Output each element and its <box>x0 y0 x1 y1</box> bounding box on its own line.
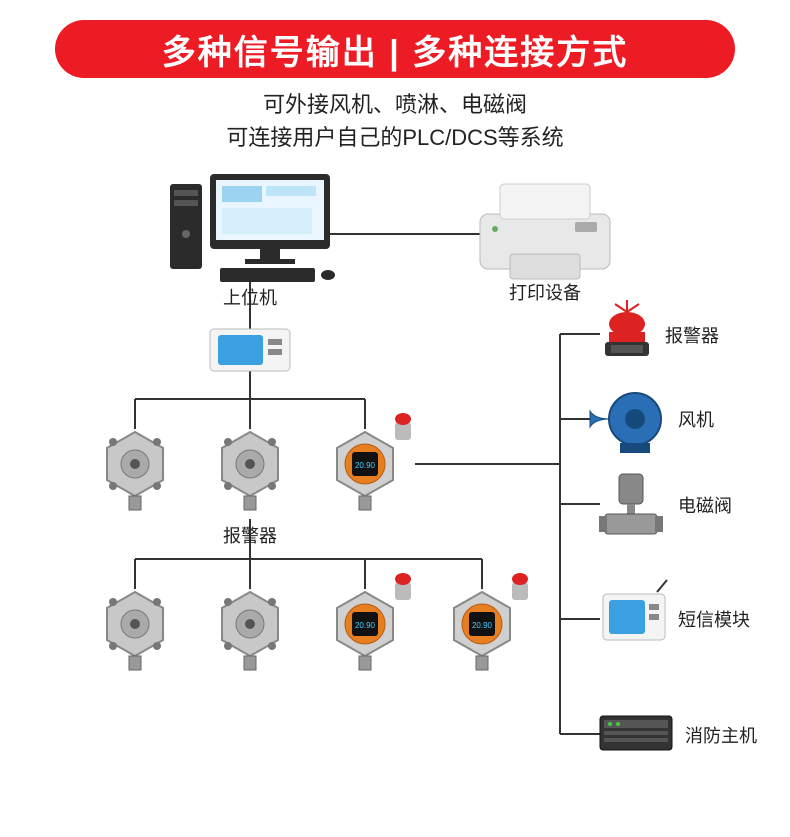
r-sms-icon <box>603 580 667 640</box>
alarm-group-label: 报警器 <box>223 526 277 546</box>
subtitle: 可外接风机、喷淋、电磁阀 可连接用户自己的PLC/DCS等系统 <box>0 88 790 154</box>
r-fire-label: 消防主机 <box>685 726 757 746</box>
r-alarm-icon <box>605 300 649 356</box>
sensor-icon <box>454 573 528 670</box>
printer-label: 打印设备 <box>509 283 581 303</box>
sensor-icon <box>107 592 163 670</box>
r-valve-label: 电磁阀 <box>678 496 732 516</box>
subtitle-line2: 可连接用户自己的PLC/DCS等系统 <box>226 125 563 150</box>
sensor-icon <box>337 413 411 510</box>
r-sms-label: 短信模块 <box>678 610 750 630</box>
host-pc-icon <box>170 174 335 282</box>
host-pc-label: 上位机 <box>223 288 277 308</box>
r-fire-icon <box>600 716 672 750</box>
sensor-icon <box>107 432 163 510</box>
hub-icon <box>210 329 290 371</box>
r-alarm-label: 报警器 <box>665 326 719 346</box>
r-fan-icon <box>590 393 661 453</box>
sensor-icon <box>222 432 278 510</box>
printer-icon <box>480 184 610 279</box>
r-fan-label: 风机 <box>678 410 714 430</box>
sensor-icon <box>222 592 278 670</box>
r-valve-icon <box>599 474 663 534</box>
subtitle-line1: 可外接风机、喷淋、电磁阀 <box>263 92 527 117</box>
sensor-icon <box>337 573 411 670</box>
diagram-svg: 20.90 <box>0 164 790 804</box>
banner: 多种信号输出 | 多种连接方式 <box>55 20 735 78</box>
